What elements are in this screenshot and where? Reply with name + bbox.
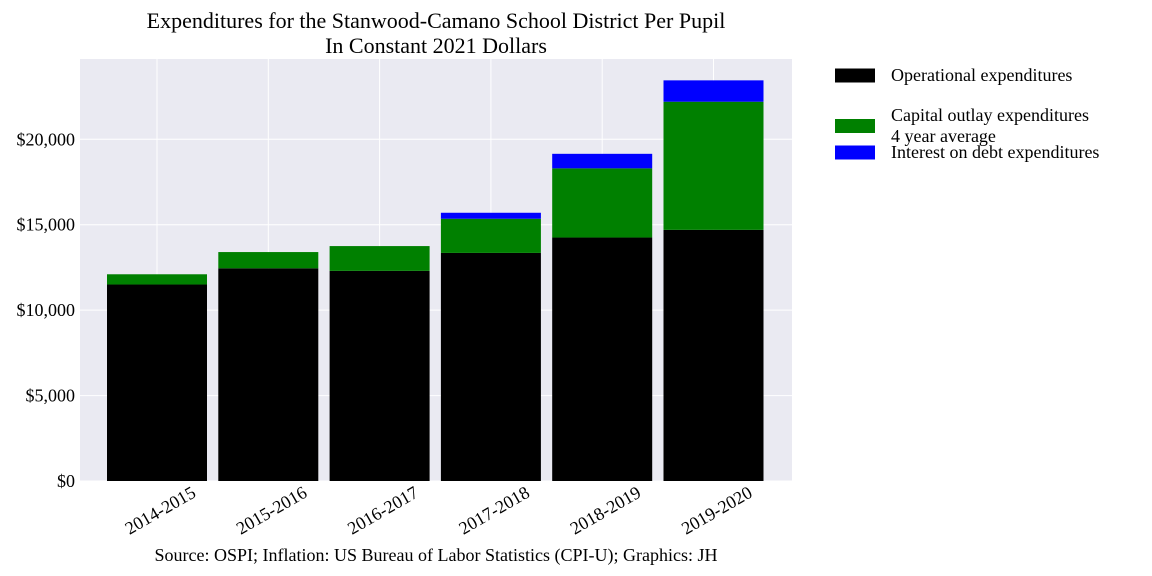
- legend-label: Interest on debt expenditures: [891, 142, 1099, 162]
- legend-swatch: [835, 119, 875, 133]
- legend-swatch: [835, 145, 875, 160]
- chart-title-line1: Expenditures for the Stanwood-Camano Sch…: [147, 8, 726, 33]
- bar-segment-series-2: [218, 252, 319, 269]
- bar-segment-series-2: [663, 101, 764, 230]
- y-tick-label: $20,000: [17, 129, 76, 149]
- bar-segment-series-2: [440, 218, 541, 253]
- bars: [107, 80, 764, 481]
- y-tick-label: $15,000: [17, 215, 76, 235]
- x-tick-label: 2017-2018: [455, 482, 533, 538]
- bar-segment-series-1: [663, 229, 764, 481]
- bar-segment-series-2: [107, 274, 207, 285]
- source-note: Source: OSPI; Inflation: US Bureau of La…: [155, 545, 718, 566]
- bar-segment-series-1: [107, 284, 207, 481]
- bar-segment-series-3: [663, 80, 764, 102]
- y-tick-label: $10,000: [17, 300, 76, 320]
- x-tick-label: 2016-2017: [344, 482, 422, 538]
- bar-segment-series-2: [329, 246, 430, 271]
- bar-segment-series-1: [329, 270, 430, 481]
- bar-segment-series-2: [552, 168, 653, 238]
- bar-segment-series-1: [552, 237, 653, 481]
- legend: Operational expenditures Capital outlay e…: [835, 65, 1099, 162]
- legend-label: Capital outlay expenditures 4 year averag…: [891, 105, 1089, 146]
- x-axis-ticks: 2014-2015 2015-2016 2016-2017 2017-2018 2018…: [121, 482, 755, 538]
- y-axis-ticks: $0 $5,000 $10,000 $15,000 $20,000: [17, 129, 76, 491]
- y-tick-label: $0: [57, 471, 75, 491]
- y-tick-label: $5,000: [26, 386, 76, 406]
- x-tick-label: 2019-2020: [678, 482, 756, 538]
- legend-label: Operational expenditures: [891, 65, 1072, 85]
- chart-title-line2: In Constant 2021 Dollars: [325, 33, 547, 58]
- x-tick-label: 2015-2016: [233, 482, 311, 538]
- bar-segment-series-3: [552, 153, 653, 169]
- legend-swatch: [835, 68, 875, 83]
- bar-segment-series-1: [440, 252, 541, 481]
- x-tick-label: 2014-2015: [121, 482, 199, 538]
- x-tick-label: 2018-2019: [567, 482, 645, 538]
- bar-segment-series-1: [218, 268, 319, 481]
- bar-segment-series-3: [440, 212, 541, 219]
